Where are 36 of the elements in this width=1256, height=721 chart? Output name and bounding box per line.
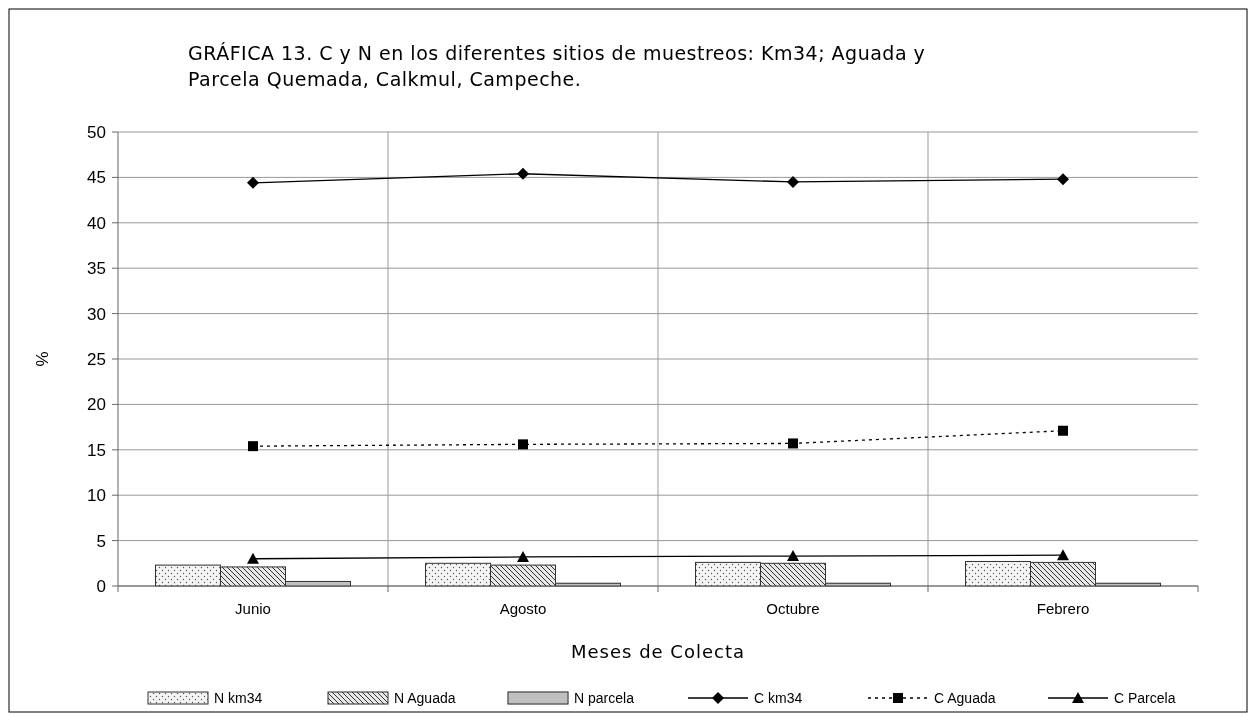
legend-label: N km34	[214, 690, 263, 706]
y-tick-label: 45	[87, 168, 106, 188]
y-tick-label: 20	[87, 395, 106, 415]
point	[517, 550, 529, 562]
chart-title: GRÁFICA 13. C y N en los diferentes sitios de muestreos: Km34; Aguada y Parcela Quemada, Calkmul, Campeche.	[188, 42, 926, 90]
legend-label: C Aguada	[934, 690, 996, 706]
y-tick-label: 10	[87, 486, 106, 506]
point	[1057, 549, 1069, 561]
point	[1057, 173, 1069, 186]
point	[787, 550, 799, 562]
y-tick-label: 0	[96, 577, 106, 596]
y-tick-label: 50	[87, 123, 106, 142]
y-tick-label: 15	[87, 440, 106, 460]
point	[247, 176, 259, 189]
legend-label: C km34	[754, 690, 803, 706]
x-tick-label: Junio	[235, 600, 271, 617]
point	[248, 441, 258, 452]
point	[787, 175, 799, 188]
point	[1058, 425, 1068, 436]
legend-label: N Aguada	[394, 690, 456, 706]
y-tick-label: 25	[87, 350, 106, 369]
point	[517, 167, 529, 180]
y-tick-label: 40	[87, 213, 106, 233]
point	[518, 439, 528, 450]
y-tick-label: 5	[96, 531, 106, 551]
legend-label: N parcela	[574, 690, 635, 706]
y-tick-label: 35	[87, 259, 106, 279]
y-tick-label: 30	[87, 304, 106, 324]
x-tick-label: Agosto	[499, 600, 547, 617]
x-tick-label: Febrero	[1036, 600, 1090, 617]
point	[788, 438, 798, 449]
y-axis-title: %	[33, 351, 52, 367]
x-axis-title: Meses de Colecta	[570, 641, 746, 662]
x-tick-label: Octubre	[766, 600, 820, 617]
point	[247, 552, 259, 564]
legend-label: C Parcela	[1114, 690, 1176, 706]
